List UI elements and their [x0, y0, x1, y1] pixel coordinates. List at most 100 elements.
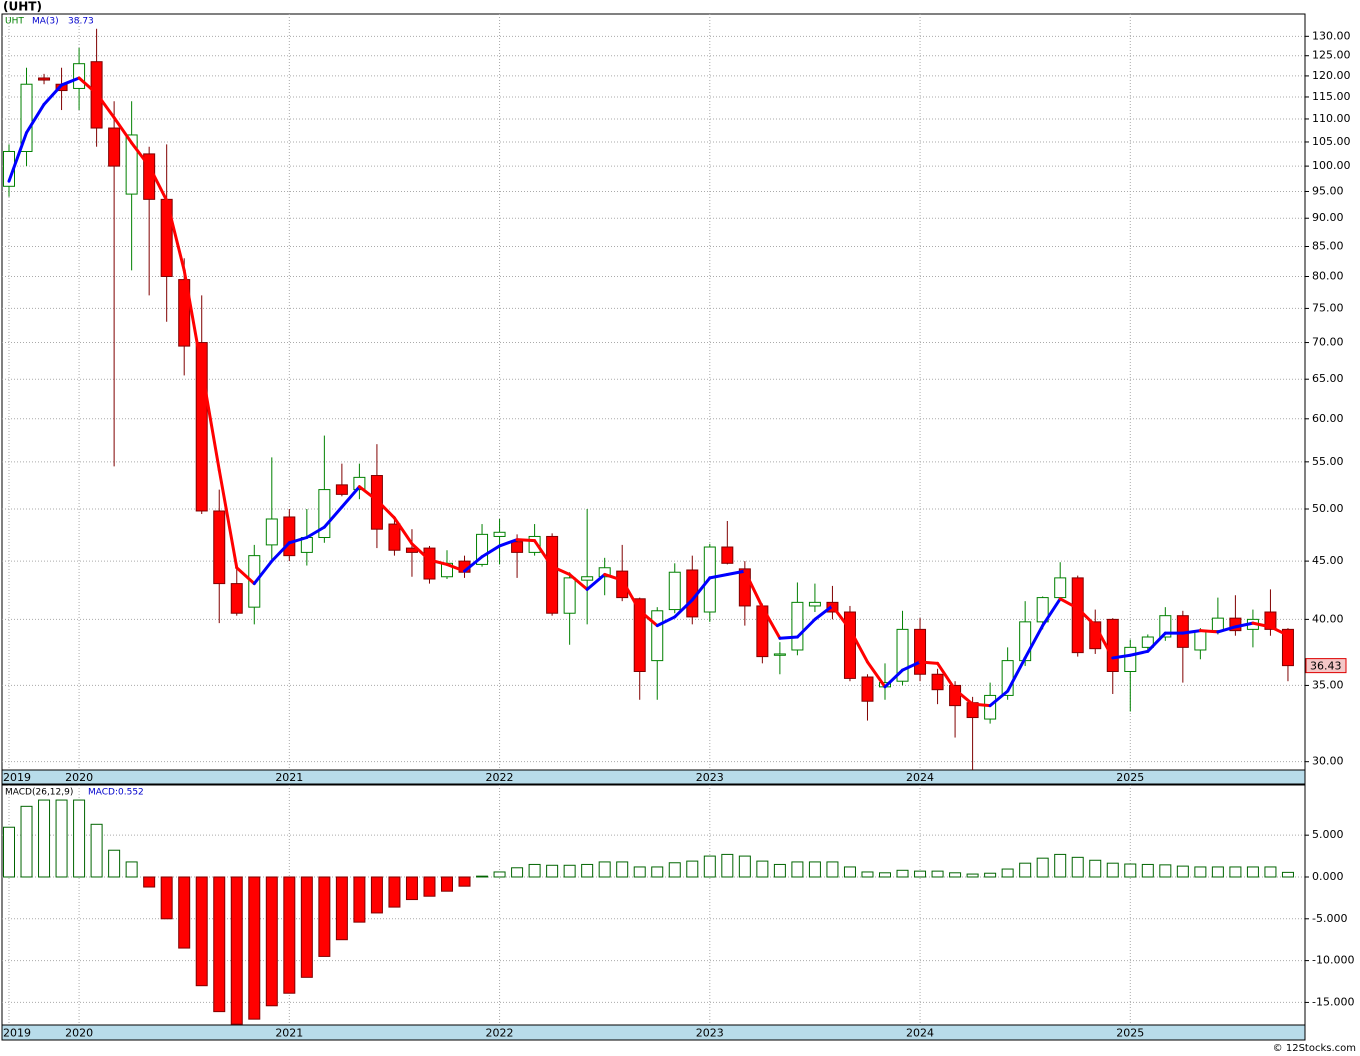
- candle-down: [721, 546, 734, 564]
- y-tick-label: 75.00: [1312, 301, 1344, 314]
- x-tick-label: 2022: [486, 1027, 514, 1040]
- histogram-bar-positive: [125, 861, 138, 878]
- legend-symbol: UHT: [5, 17, 24, 27]
- histogram-bar-positive: [1054, 853, 1067, 878]
- ma-segment: [953, 688, 975, 706]
- ma-segment: [1233, 621, 1255, 629]
- candle-down: [1281, 628, 1294, 667]
- candle-down: [931, 673, 944, 691]
- x-tick-label: 2024: [906, 1027, 934, 1040]
- last-price-label: 36.43: [1310, 660, 1342, 673]
- histogram-bar-positive: [1019, 862, 1032, 878]
- chart-title: (UHT): [3, 0, 42, 14]
- ma-segment: [375, 498, 396, 520]
- ma-segment: [515, 538, 537, 543]
- y-tick-label: 130.00: [1312, 29, 1351, 42]
- y-tick-label: 35.00: [1312, 678, 1344, 691]
- candle-down: [546, 535, 559, 614]
- candle-down: [914, 628, 927, 675]
- histogram-bar-positive: [843, 866, 856, 878]
- candle-up: [528, 535, 541, 553]
- histogram-bar-positive: [1264, 866, 1277, 878]
- candle-down: [423, 547, 436, 580]
- ma-segment: [165, 198, 186, 272]
- histogram-bar-negative: [265, 876, 278, 1007]
- candle-down: [843, 611, 856, 679]
- ma-segment: [252, 559, 274, 586]
- candle-down: [195, 342, 208, 512]
- candle-up: [1054, 577, 1067, 599]
- ma-segment: [200, 367, 221, 472]
- histogram-bar-positive: [949, 872, 962, 878]
- candle-down: [511, 541, 524, 553]
- ma-segment: [1181, 629, 1202, 635]
- histogram-bar-positive: [108, 849, 121, 878]
- x-tick-label: 2020: [65, 771, 93, 784]
- histogram-bar-negative: [143, 876, 156, 888]
- candle-down: [213, 510, 226, 585]
- date-strip: [1, 1024, 1306, 1041]
- candle-up: [265, 518, 278, 546]
- y-tick-label: 55.00: [1312, 455, 1344, 468]
- candle-up: [1124, 646, 1137, 672]
- ma-segment: [7, 131, 29, 183]
- y-tick-label: 50.00: [1312, 502, 1344, 515]
- ma-segment: [1023, 624, 1045, 660]
- histogram-bar-positive: [563, 864, 576, 878]
- ma-segment: [620, 578, 642, 613]
- legend-ma: MA(3): [32, 17, 59, 27]
- ma-segment: [217, 468, 239, 570]
- ma-segment: [25, 102, 46, 135]
- histogram-bar-positive: [55, 799, 68, 878]
- x-tick-label: 2022: [486, 771, 514, 784]
- histogram-bar-positive: [1281, 871, 1294, 878]
- ma-segment: [1198, 629, 1220, 634]
- ma-segment: [498, 538, 519, 548]
- histogram-bar-negative: [213, 876, 226, 1013]
- histogram-bar-positive: [581, 863, 594, 878]
- candle-up: [651, 610, 664, 662]
- ma-segment: [708, 572, 729, 580]
- candle-down: [335, 484, 348, 495]
- ma-segment: [1041, 597, 1062, 628]
- ma-segment: [427, 558, 449, 566]
- ma-segment: [287, 535, 309, 545]
- candle-down: [738, 568, 751, 607]
- y-tick-label: 85.00: [1312, 240, 1344, 253]
- candle-up: [1159, 615, 1172, 638]
- candle-up: [1211, 617, 1224, 632]
- ma-segment: [725, 569, 747, 576]
- candle-down: [1106, 618, 1119, 672]
- histogram-bar-positive: [493, 871, 506, 878]
- candle-up: [1194, 630, 1207, 651]
- histogram-bar-positive: [1176, 865, 1189, 878]
- ma-segment: [340, 485, 361, 509]
- ma-segment: [1076, 606, 1097, 628]
- ma-segment: [60, 76, 81, 87]
- ma-segment: [690, 576, 712, 602]
- histogram-bar-positive: [1001, 868, 1014, 878]
- ma-segment: [357, 485, 379, 502]
- histogram-bar-positive: [703, 855, 716, 878]
- ma-segment: [918, 660, 940, 665]
- ma-segment: [130, 141, 151, 168]
- candle-down: [38, 77, 51, 81]
- legend-ma-value: 38.73: [68, 17, 94, 27]
- histogram-bar-negative: [458, 876, 471, 887]
- candle-down: [283, 516, 296, 557]
- histogram-bar-positive: [791, 861, 804, 878]
- last-price-box: [1305, 658, 1347, 674]
- y-tick-label: 80.00: [1312, 269, 1344, 282]
- candle-up: [791, 601, 804, 651]
- candle-down: [633, 598, 646, 672]
- histogram-bar-positive: [1246, 866, 1259, 878]
- histogram-bar-positive: [598, 861, 611, 878]
- macd-legend: MACD:0.552: [88, 788, 144, 798]
- histogram-bar-positive: [686, 860, 699, 878]
- candle-up: [581, 576, 594, 581]
- histogram-bar-negative: [388, 876, 401, 908]
- histogram-bar-positive: [1194, 866, 1207, 878]
- candle-up: [493, 531, 506, 537]
- histogram-bar-positive: [808, 861, 821, 878]
